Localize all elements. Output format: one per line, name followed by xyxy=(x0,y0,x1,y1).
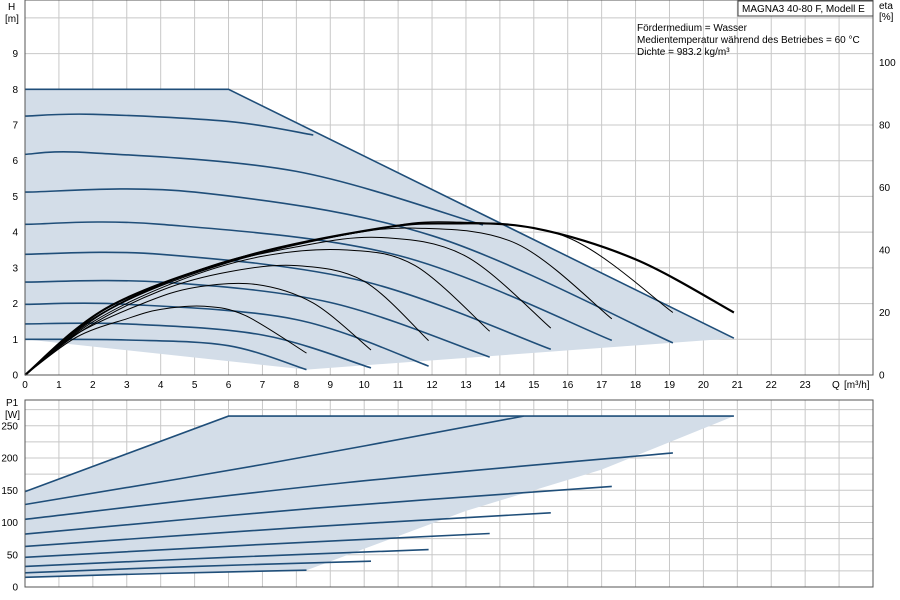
head-tick-label: 9 xyxy=(12,49,18,60)
power-plot-frame xyxy=(24,399,874,588)
power-curve xyxy=(24,452,673,521)
head-curve xyxy=(24,221,613,342)
medium-note: Fördermedium = Wasser xyxy=(637,23,748,34)
head-tick-label: 4 xyxy=(12,228,18,239)
density-note: Dichte = 983.2 kg/m³ xyxy=(637,47,730,58)
flow-axis-unit: [m³/h] xyxy=(844,380,870,391)
x-tick-label: 3 xyxy=(124,380,130,391)
x-tick-label: 2 xyxy=(90,380,96,391)
x-tick-label: 21 xyxy=(732,380,744,391)
x-tick-label: 10 xyxy=(359,380,371,391)
x-tick-label: 9 xyxy=(327,380,333,391)
x-tick-label: 23 xyxy=(800,380,812,391)
power-curve xyxy=(24,415,734,493)
x-tick-label: 0 xyxy=(22,380,28,391)
chart-title: MAGNA3 40-80 F, Modell E xyxy=(742,4,865,15)
x-tick-label: 8 xyxy=(294,380,300,391)
info-box: MAGNA3 40-80 F, Modell E Fördermedium = … xyxy=(637,0,874,58)
x-tick-label: 20 xyxy=(698,380,710,391)
power-tick-label: 150 xyxy=(1,486,18,497)
x-tick-label: 16 xyxy=(562,380,574,391)
power-curve xyxy=(24,569,307,579)
x-tick-label: 6 xyxy=(226,380,232,391)
head-tick-label: 3 xyxy=(12,263,18,274)
head-tick-label: 7 xyxy=(12,121,18,132)
head-plot-area xyxy=(24,0,874,376)
x-tick-label: 7 xyxy=(260,380,266,391)
head-curve xyxy=(24,302,429,367)
x-tick-label: 11 xyxy=(393,380,404,391)
head-tick-label: 8 xyxy=(12,85,18,96)
x-tick-label: 15 xyxy=(528,380,540,391)
efficiency-curve xyxy=(24,264,429,376)
head-curve xyxy=(24,188,674,344)
power-tick-label: 250 xyxy=(1,421,18,432)
head-tick-label: 2 xyxy=(12,299,18,310)
efficiency-curve xyxy=(24,249,491,376)
x-tick-label: 4 xyxy=(158,380,164,391)
x-tick-label: 12 xyxy=(426,380,438,391)
x-tick-label: 22 xyxy=(766,380,778,391)
head-tick-label: 0 xyxy=(12,371,18,382)
power-axis-name: P1 xyxy=(6,398,19,409)
head-tick-label: 1 xyxy=(12,335,18,346)
power-plot-area xyxy=(24,399,874,588)
x-tick-label: 1 xyxy=(56,380,62,391)
head-curve xyxy=(25,88,735,339)
efficiency-tick-label: 100 xyxy=(879,58,896,69)
power-tick-label: 0 xyxy=(12,583,18,594)
head-curve xyxy=(24,322,372,369)
power-tick-label: 200 xyxy=(1,454,18,465)
efficiency-tick-label: 40 xyxy=(879,246,891,257)
power-tick-label: 50 xyxy=(7,550,19,561)
efficiency-tick-label: 0 xyxy=(879,371,885,382)
power-tick-label: 100 xyxy=(1,518,18,529)
x-tick-label: 14 xyxy=(494,380,506,391)
efficiency-tick-label: 60 xyxy=(879,183,891,194)
head-curve xyxy=(24,113,314,136)
axis-tick-labels: 0 1 2 3 4 5 6 7 8 9 10 11 12 13 14 15 16 17 18 19 20 21 22 2301… xyxy=(1,49,896,593)
head-tick-label: 5 xyxy=(12,192,18,203)
head-curve xyxy=(24,279,490,358)
power-curve xyxy=(24,415,524,506)
efficiency-axis-name: eta xyxy=(879,1,893,12)
temperature-note: Medientemperatur während des Betriebes =… xyxy=(637,35,860,46)
power-curve xyxy=(24,548,429,568)
efficiency-curve xyxy=(24,222,735,376)
x-tick-label: 17 xyxy=(596,380,608,391)
head-axis-unit: [m] xyxy=(5,14,19,25)
x-tick-label: 13 xyxy=(460,380,472,391)
head-curve xyxy=(24,151,484,226)
x-tick-label: 5 xyxy=(192,380,198,391)
efficiency-curve xyxy=(24,305,307,376)
head-plot-frame xyxy=(24,0,874,376)
x-tick-label: 19 xyxy=(664,380,676,391)
flow-axis-name: Q xyxy=(832,380,840,391)
head-tick-label: 6 xyxy=(12,156,18,167)
efficiency-tick-label: 80 xyxy=(879,121,891,132)
power-curve xyxy=(24,532,490,559)
power-axis-unit: [W] xyxy=(5,410,20,421)
x-tick-label: 18 xyxy=(630,380,642,391)
power-curve xyxy=(24,560,372,574)
power-curve xyxy=(24,485,612,535)
efficiency-tick-label: 20 xyxy=(879,308,891,319)
power-operating-range xyxy=(25,416,734,578)
power-curve xyxy=(24,512,551,548)
title-box xyxy=(737,0,874,17)
head-axis-name: H xyxy=(8,2,15,13)
efficiency-axis-unit: [%] xyxy=(879,12,894,23)
